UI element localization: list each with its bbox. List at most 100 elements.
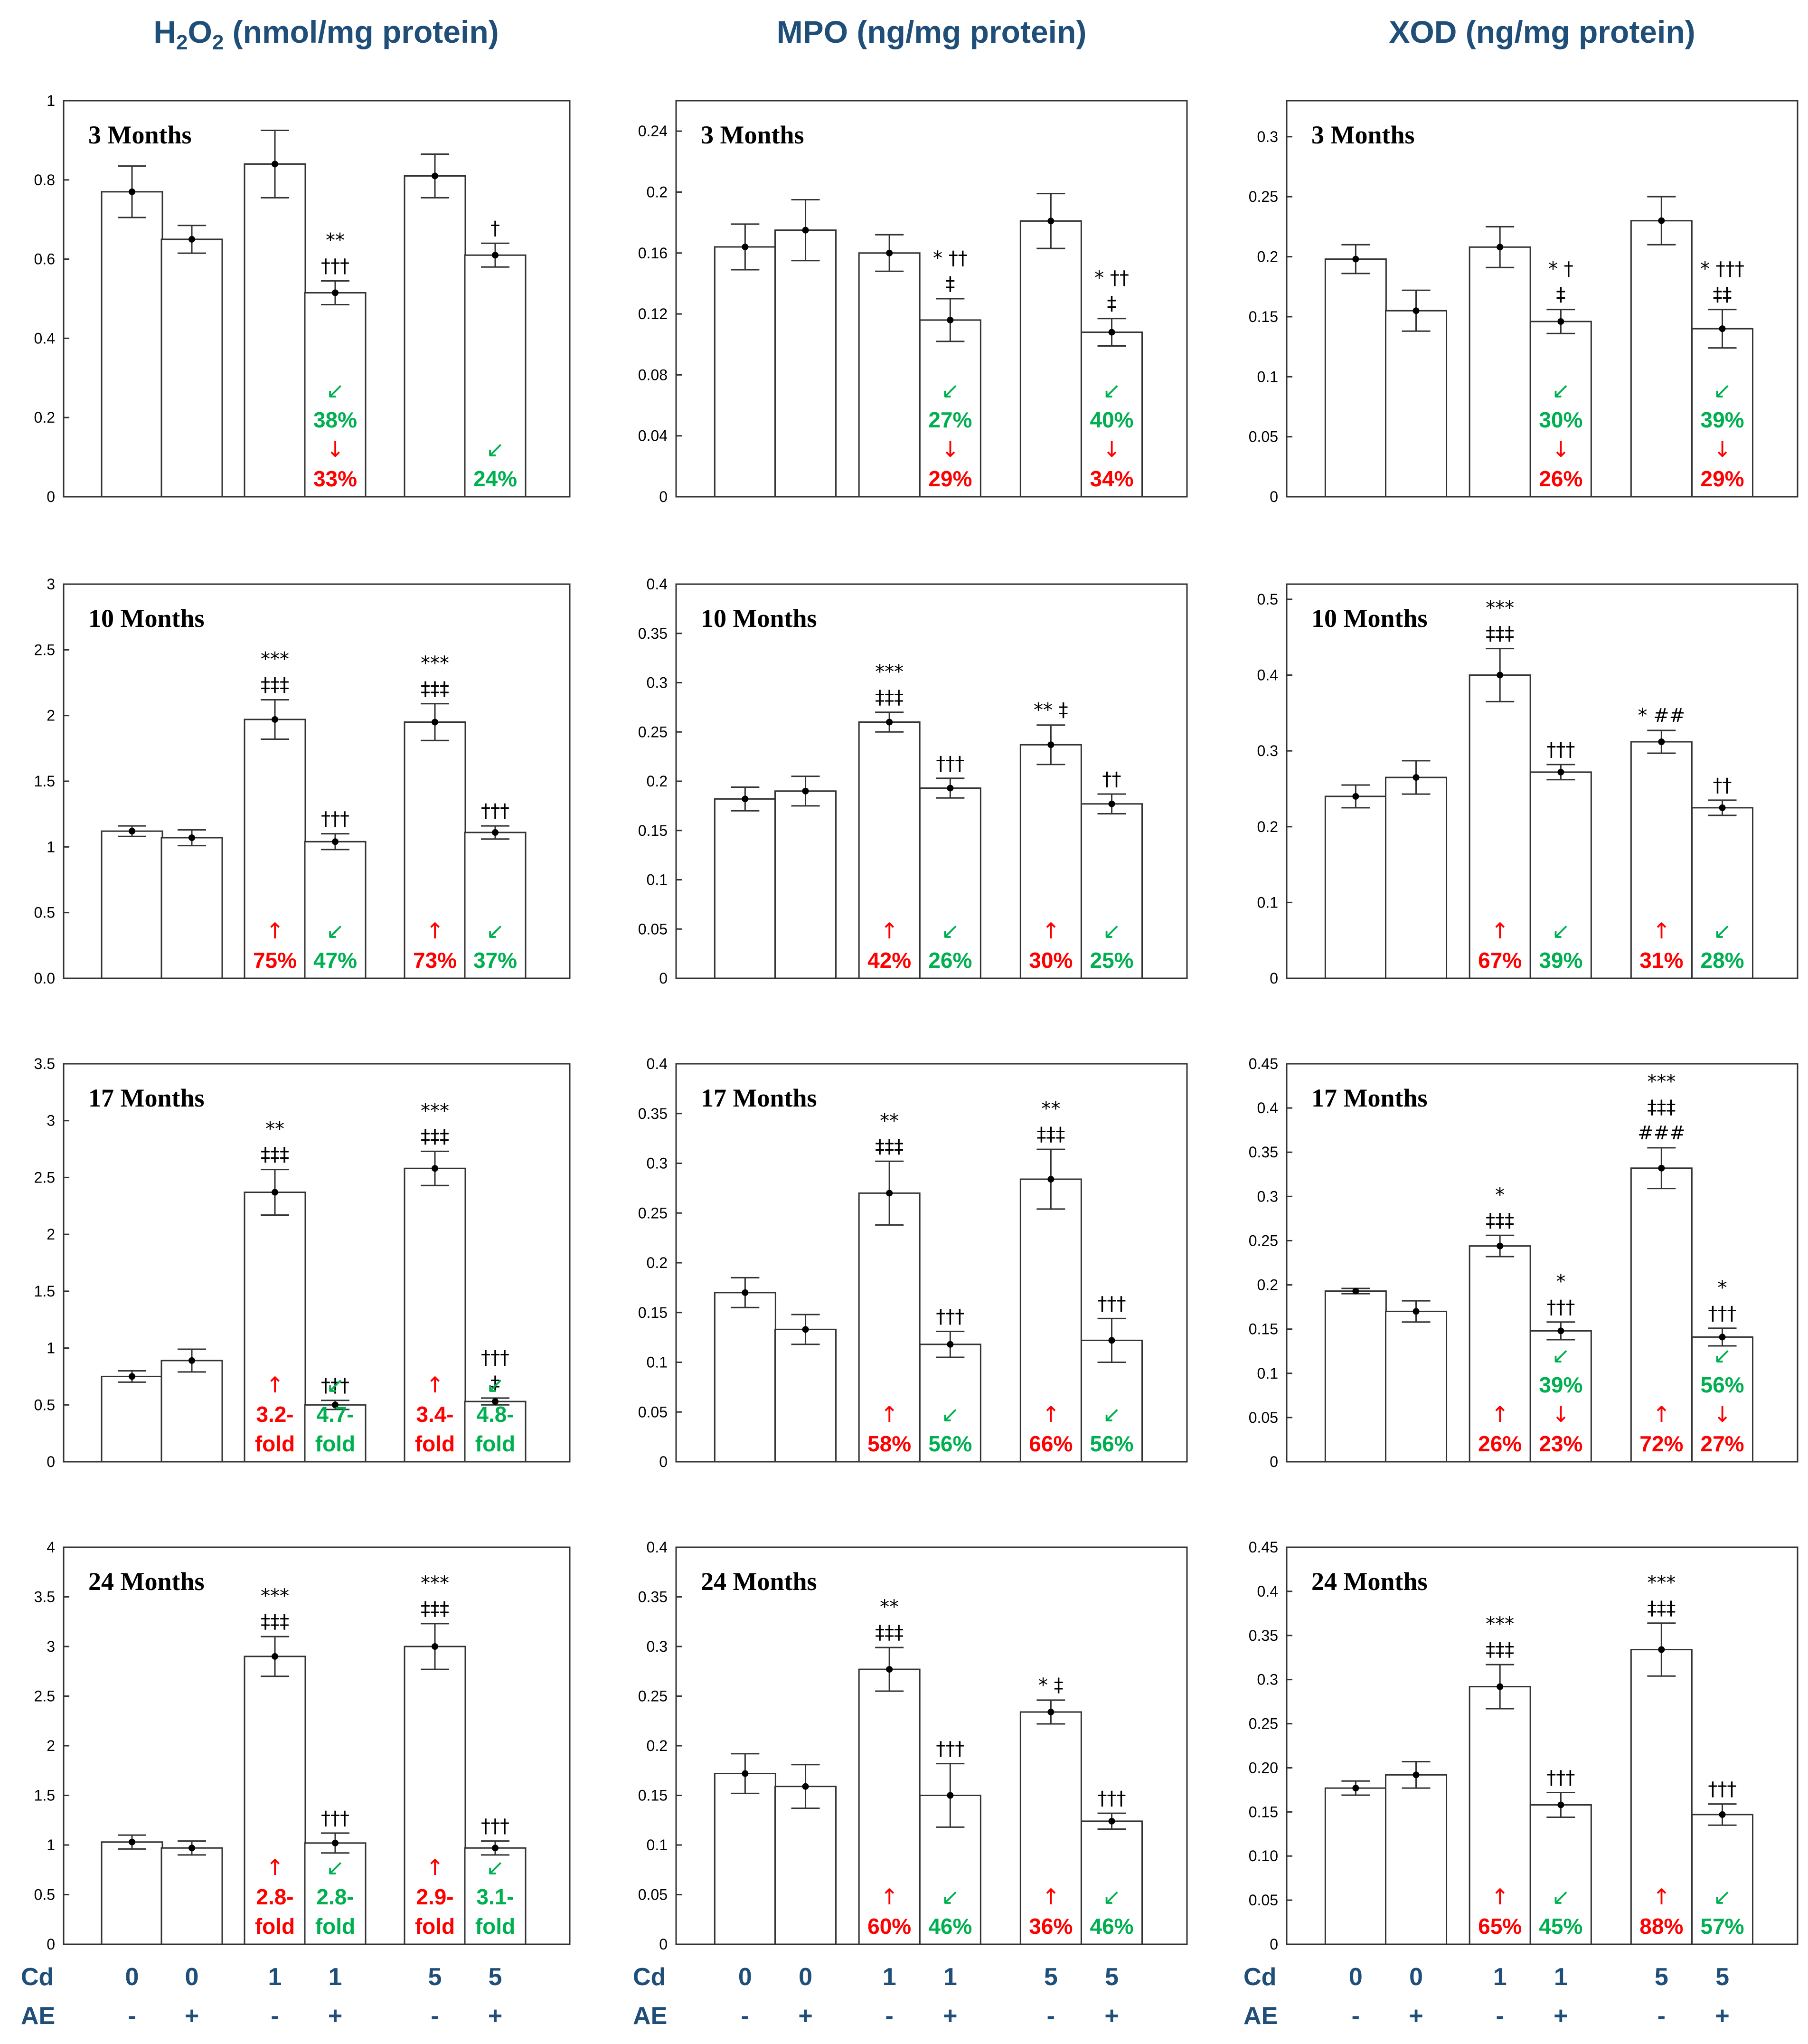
column-title: XOD (ng/mg protein) [1389,14,1695,49]
significance-marker: ††† [321,808,349,830]
y-tick-label: 0.3 [1257,742,1278,759]
significance-marker: ††† [321,255,349,277]
mean-dot [742,1289,749,1296]
significance-marker: ‡‡ [1713,284,1732,306]
bar [101,1841,163,1945]
y-tick-label: 3.5 [34,1055,55,1072]
panel-label: 10 Months [88,604,205,633]
y-tick-label: 0.05 [638,1886,668,1903]
mean-dot [886,1666,893,1673]
cd-dose: 0 [1409,1963,1423,1991]
cd-dose: 0 [738,1963,752,1991]
mean-dot [1047,1708,1055,1715]
change-arrow: ↑ [1042,1401,1060,1427]
cd-axis-label: Cd [1243,1963,1276,1991]
bar [404,175,466,498]
significance-marker: ‡‡‡ [1647,1598,1676,1619]
y-tick-label: 3.5 [34,1589,55,1606]
bar [1385,1310,1448,1463]
y-tick-label: 0.35 [1249,1144,1278,1161]
change-arrow: ↓ [1713,436,1732,462]
mean-dot [492,829,499,836]
y-tick-label: 0 [659,1936,668,1953]
chart-panel-1-1: 0 0.05 0.1 0.15 0.2 0.25 0.3 0.35 0.4 10 Months **… [638,576,1188,987]
change-label: 29% [928,466,972,491]
change-arrow: ↓ [1552,1401,1570,1427]
significance-marker: ††† [1708,1303,1737,1325]
title-subscript: 2 [176,31,188,54]
significance-marker: ‡ [945,273,955,295]
significance-marker: ‡‡‡ [421,1126,449,1147]
mean-dot [1352,1785,1359,1792]
bar [304,1842,367,1945]
bar [464,832,527,979]
bar [101,191,163,498]
significance-marker: ‡‡‡ [1486,1639,1514,1661]
bar [774,790,837,979]
bar [774,1786,837,1945]
y-tick-label: 0.6 [34,251,55,268]
panel-label: 24 Months [701,1567,817,1596]
bar [1019,220,1082,498]
y-tick-label: 2.5 [34,1169,55,1186]
mean-dot [1352,793,1359,800]
mean-dot [947,1341,954,1348]
change-arrow: ↙ [941,918,960,944]
change-arrow: ↑ [266,1372,284,1398]
significance-marker: † [490,218,500,239]
cd-dose: 5 [1105,1963,1119,1991]
change-label: fold [255,1914,295,1939]
y-tick-label: 0.25 [1249,1715,1278,1732]
chart-panel-1-2: 0 0.05 0.1 0.15 0.2 0.25 0.3 0.35 0.4 17 Months **… [638,1055,1188,1470]
bar [1691,807,1754,979]
group-labels-2: Cd AE 0 - 0 +1 - 1 +5 - 5 + [1243,1963,1730,2030]
bar [1324,1290,1387,1463]
y-tick-label: 0.35 [638,625,668,642]
mean-dot [1047,741,1055,748]
change-label: 39% [1539,1372,1582,1397]
significance-marker: * † [1548,258,1573,280]
change-arrow: ↓ [1713,1401,1732,1427]
mean-dot [272,1653,278,1660]
change-label: 75% [253,948,297,973]
significance-marker: *** [1486,1613,1514,1635]
change-label: 58% [867,1431,911,1456]
y-tick-label: 0.4 [1257,667,1278,684]
change-label: 30% [1029,948,1073,973]
title-part: XOD (ng/mg protein) [1389,14,1695,49]
y-tick-label: 0.2 [647,1737,668,1754]
bar [404,1646,466,1945]
change-label: 73% [413,948,457,973]
y-tick-label: 0.2 [1257,818,1278,835]
significance-marker: ‡ [1556,284,1565,306]
change-arrow: ↓ [941,436,960,462]
cd-dose: 5 [1044,1963,1058,1991]
change-arrow: ↑ [880,1884,899,1910]
bar [464,1847,527,1945]
change-arrow: ↙ [1102,918,1121,944]
change-label: 27% [928,407,972,432]
significance-marker: ††† [1098,1788,1126,1809]
bar [1630,1649,1693,1945]
change-label: 39% [1700,407,1744,432]
bar [1324,795,1387,979]
bar [101,830,163,979]
y-tick-label: 0.20 [1249,1759,1278,1776]
significance-marker: *** [1486,597,1514,619]
y-tick-label: 0.2 [647,1254,668,1271]
change-arrow: ↙ [1102,378,1121,403]
ae-status: + [798,2002,812,2030]
title-part: MPO (ng/mg protein) [777,14,1087,49]
ae-status: + [185,2002,199,2030]
change-arrow: ↓ [326,436,345,462]
y-tick-label: 0 [659,488,668,505]
bar [404,1167,466,1463]
y-tick-label: 0.15 [638,1787,668,1804]
bar [1529,321,1592,498]
bar [1469,246,1531,498]
y-tick-label: 2 [47,1737,55,1754]
cd-dose: 1 [1554,1963,1568,1991]
mean-dot [332,838,339,845]
significance-marker: * ## [1638,705,1685,727]
y-tick-label: 0.4 [34,330,55,347]
